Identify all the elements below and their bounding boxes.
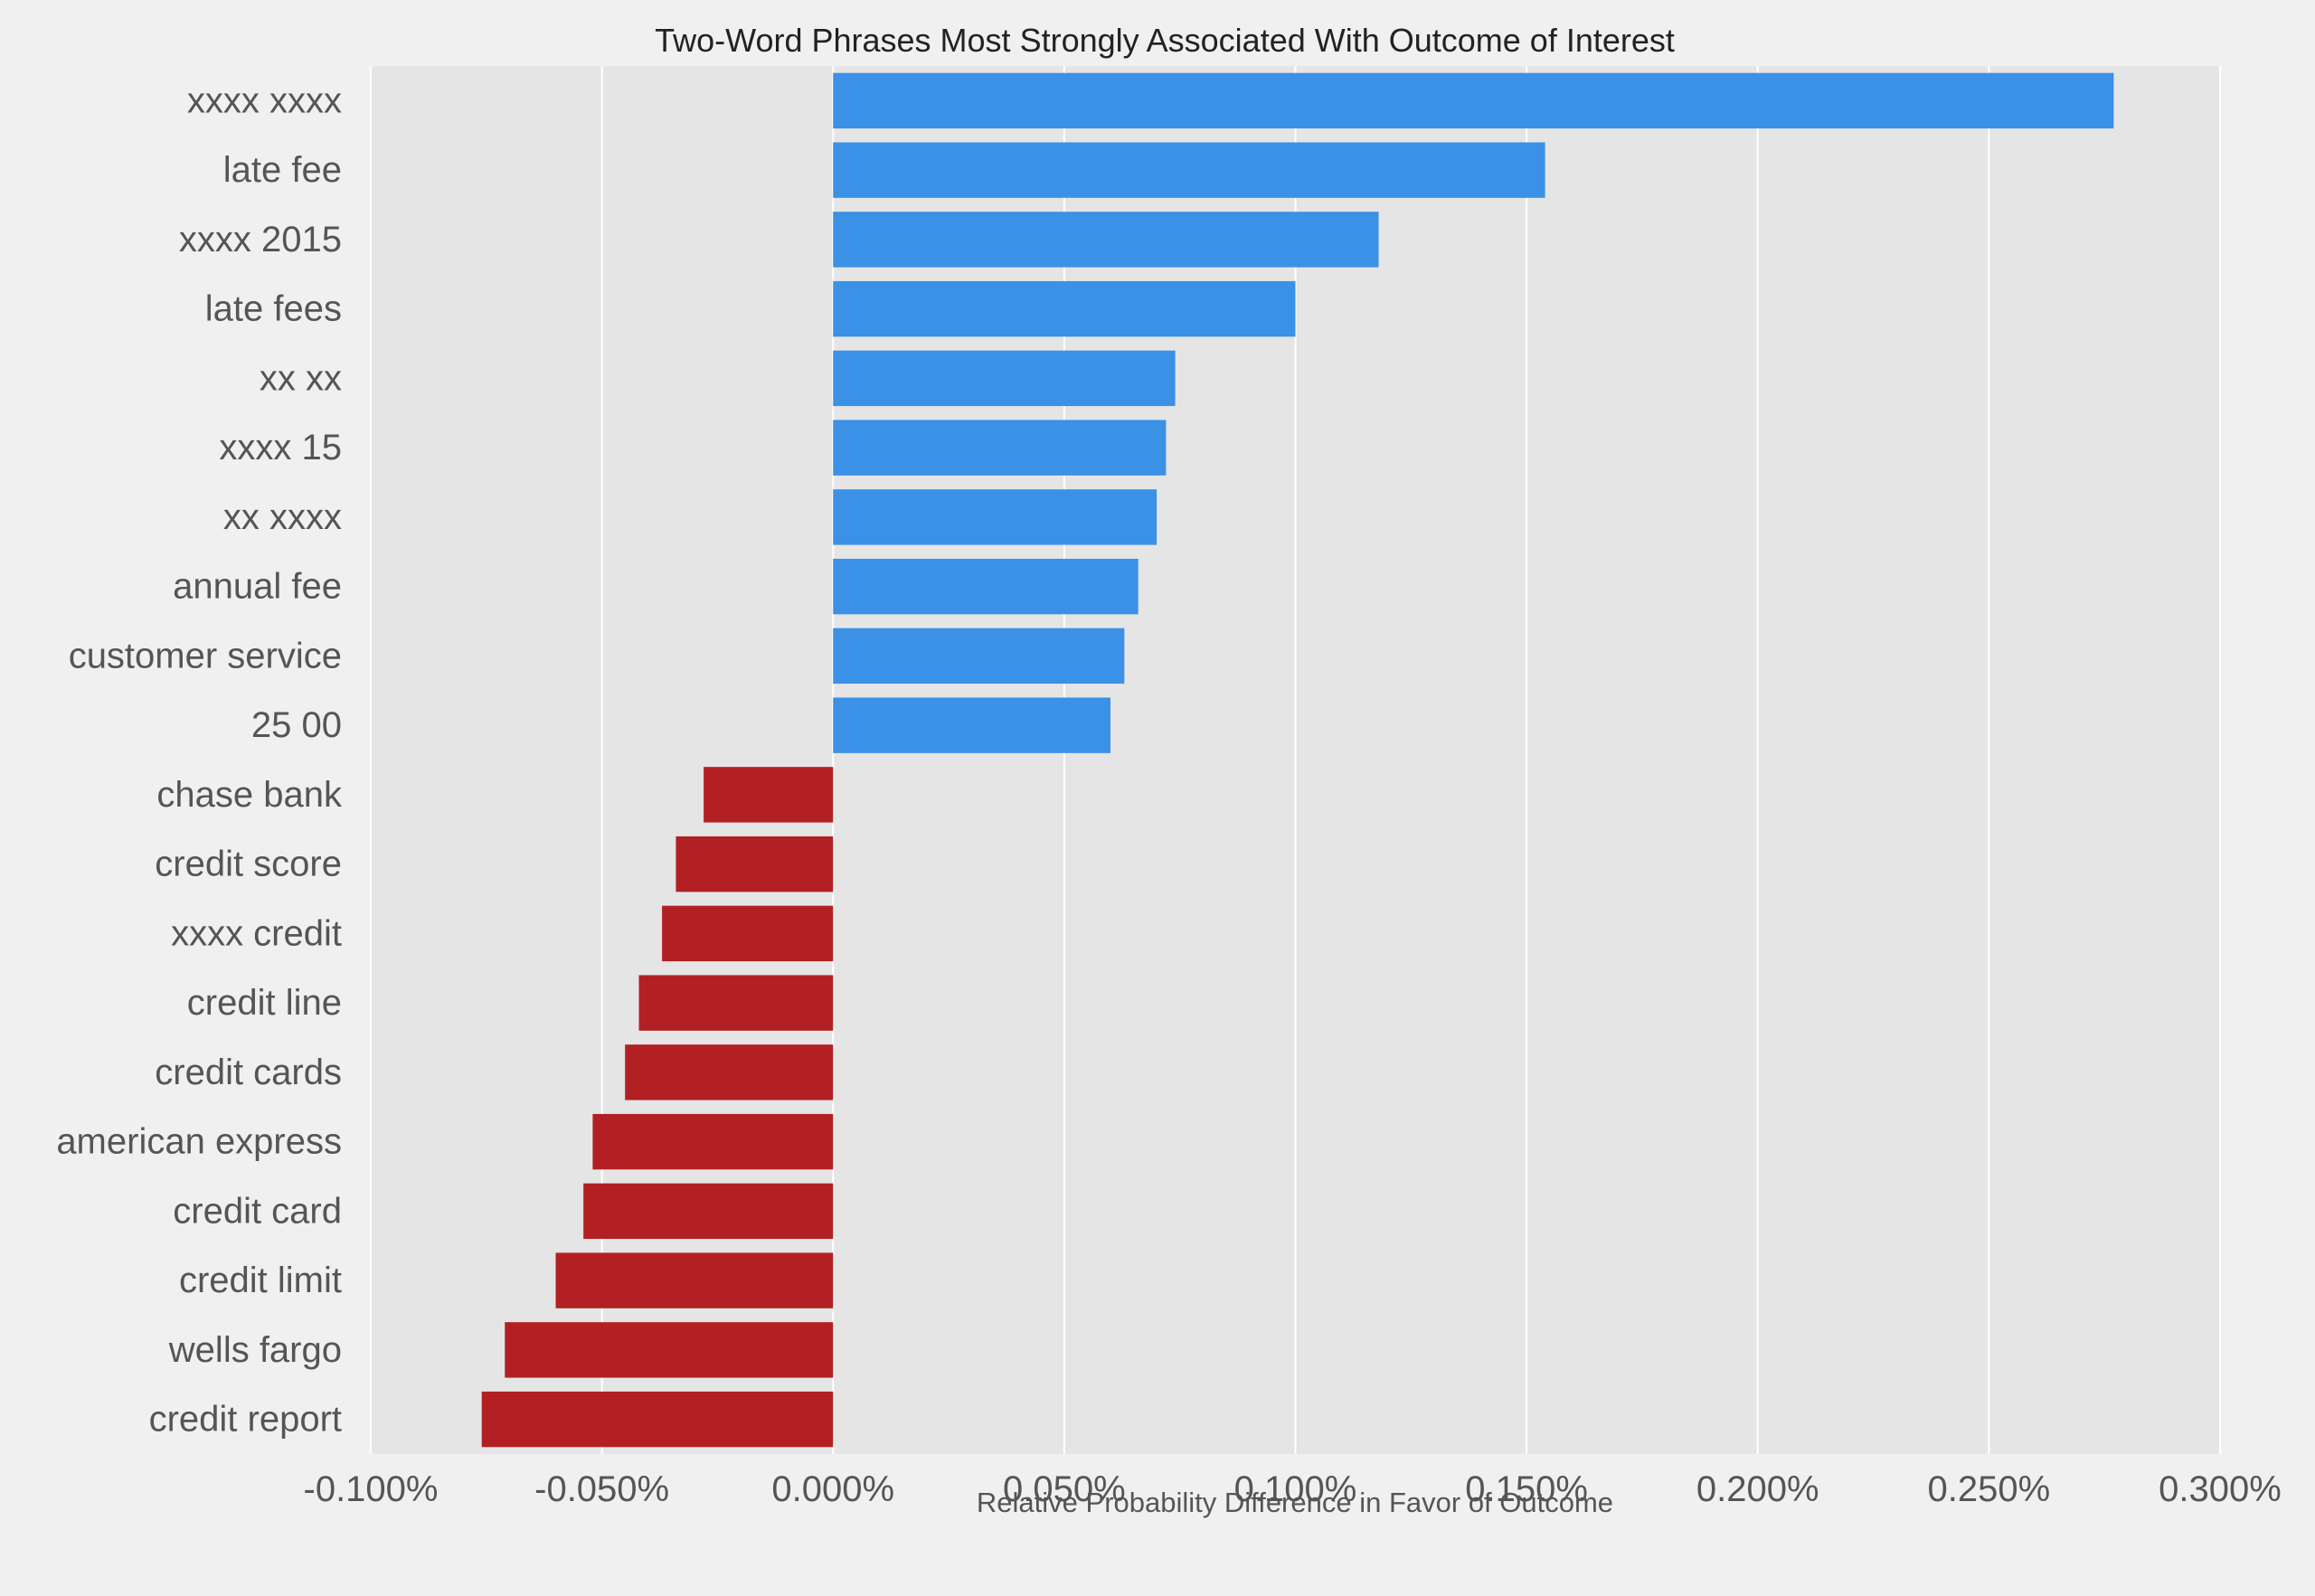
bar-credit-cards	[625, 1044, 834, 1100]
bar-late-fee	[833, 142, 1545, 198]
bar-credit-limit	[555, 1252, 834, 1308]
category-label: xxxx 15	[219, 428, 342, 467]
x-tick-label: 0.000%	[771, 1469, 894, 1509]
bar-xx-xx	[833, 350, 1176, 407]
category-label: xxxx credit	[171, 913, 342, 953]
category-label: xxxx 2015	[179, 220, 342, 260]
bar-xxxx-15	[833, 420, 1167, 476]
category-label: late fee	[223, 150, 342, 190]
category-label: 25 00	[251, 705, 342, 745]
category-label: credit card	[173, 1191, 342, 1231]
category-label: credit limit	[179, 1261, 342, 1300]
category-label: xx xx	[260, 358, 342, 398]
category-label: annual fee	[173, 567, 342, 607]
category-label: credit score	[155, 845, 342, 884]
bar-xx-xxxx	[833, 489, 1158, 545]
bar-xxxx-credit	[662, 905, 834, 962]
category-label: xxxx xxxx	[187, 80, 342, 120]
bar-25-00	[833, 697, 1110, 753]
category-label: credit line	[187, 983, 342, 1023]
bar-chase-bank	[704, 767, 834, 823]
bar-credit-score	[676, 836, 834, 892]
bar-american-express	[592, 1113, 834, 1170]
category-label: late fees	[205, 289, 342, 329]
chart-title: Two-Word Phrases Most Strongly Associate…	[655, 22, 1675, 59]
x-tick-label: 0.250%	[1928, 1469, 2051, 1509]
category-label: customer service	[69, 636, 342, 675]
category-label: credit cards	[155, 1053, 342, 1092]
bars	[481, 72, 2114, 1448]
x-tick-label: 0.050%	[1003, 1469, 1126, 1509]
bar-annual-fee	[833, 558, 1139, 615]
bar-xxxx-2015	[833, 212, 1379, 268]
category-label: american express	[56, 1122, 342, 1162]
category-label: chase bank	[156, 775, 343, 815]
category-label: wells fargo	[168, 1330, 342, 1370]
x-tick-labels: -0.100% -0.050% 0.000% 0.050% 0.100% 0.150% 0.…	[304, 1469, 2282, 1509]
bar-credit-card	[583, 1183, 834, 1240]
bar-wells-fargo	[505, 1322, 834, 1378]
category-label: credit report	[149, 1400, 342, 1440]
category-label: xx xxxx	[223, 497, 342, 537]
x-tick-label: -0.050%	[534, 1469, 669, 1509]
bar-customer-service	[833, 628, 1125, 685]
x-tick-label: 0.150%	[1465, 1469, 1588, 1509]
bar-credit-line	[638, 975, 834, 1031]
x-tick-label: 0.200%	[1696, 1469, 1819, 1509]
bar-late-fees	[833, 280, 1296, 337]
category-labels: xxxx xxxx late fee xxxx 2015 late fees xx xx…	[56, 80, 343, 1439]
x-tick-label: 0.100%	[1234, 1469, 1357, 1509]
x-axis-label: Relative Probability Difference in Favor…	[977, 1487, 1613, 1518]
bar-credit-report	[481, 1391, 834, 1448]
bar-xxxx-xxxx	[833, 72, 2114, 129]
x-tick-label: -0.100%	[304, 1469, 439, 1509]
x-tick-label: 0.300%	[2159, 1469, 2282, 1509]
